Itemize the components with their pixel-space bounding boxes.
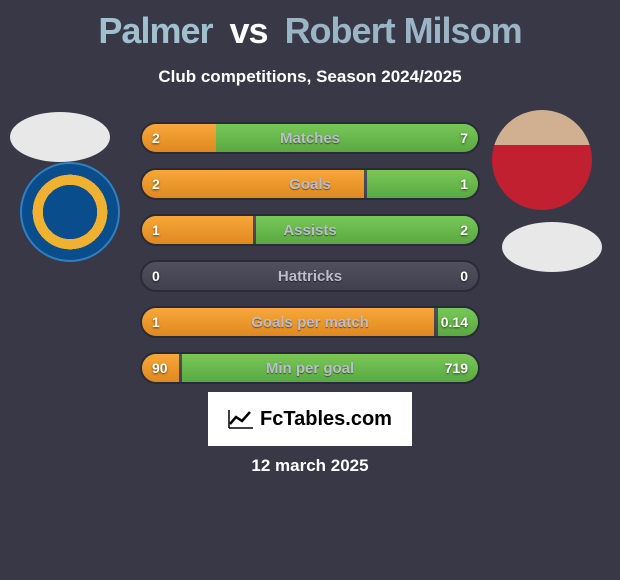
stats-container: 2 Matches 7 2 Goals 1 1 Assists 2 0 Hattricks 0 1 Goa… — [140, 122, 480, 398]
stat-label: Goals — [289, 176, 331, 193]
stat-left-value: 2 — [152, 130, 160, 146]
player2-name: Robert Milsom — [285, 10, 522, 51]
stat-row: 0 Hattricks 0 — [140, 260, 480, 292]
stat-left-value: 0 — [152, 268, 160, 284]
stat-left-value: 90 — [152, 360, 168, 376]
stat-row: 90 Min per goal 719 — [140, 352, 480, 384]
stat-right-value: 0 — [460, 268, 468, 284]
stat-bar-right — [216, 124, 478, 152]
vs-text: vs — [230, 10, 268, 51]
stat-right-value: 2 — [460, 222, 468, 238]
stat-left-value: 1 — [152, 222, 160, 238]
brand-text: FcTables.com — [260, 408, 392, 431]
stat-left-value: 1 — [152, 314, 160, 330]
subtitle: Club competitions, Season 2024/2025 — [0, 67, 620, 87]
player2-club-logo-placeholder — [502, 222, 602, 272]
stat-right-value: 1 — [460, 176, 468, 192]
stat-right-value: 0.14 — [441, 314, 468, 330]
chart-icon — [228, 409, 254, 429]
player1-club-logo — [20, 162, 120, 262]
stat-right-value: 719 — [445, 360, 468, 376]
date-text: 12 march 2025 — [0, 456, 620, 476]
stat-row: 1 Assists 2 — [140, 214, 480, 246]
stat-row: 1 Goals per match 0.14 — [140, 306, 480, 338]
player2-photo — [492, 110, 592, 210]
stat-label: Goals per match — [251, 314, 369, 331]
stat-label: Assists — [283, 222, 336, 239]
stat-right-value: 7 — [460, 130, 468, 146]
stat-label: Matches — [280, 130, 340, 147]
brand-badge: FcTables.com — [208, 392, 412, 446]
stat-left-value: 2 — [152, 176, 160, 192]
stat-row: 2 Matches 7 — [140, 122, 480, 154]
page-title: Palmer vs Robert Milsom — [0, 0, 620, 52]
stat-label: Hattricks — [278, 268, 342, 285]
player1-photo-placeholder — [10, 112, 110, 162]
stat-label: Min per goal — [266, 360, 354, 377]
player1-name: Palmer — [98, 10, 212, 51]
stat-row: 2 Goals 1 — [140, 168, 480, 200]
